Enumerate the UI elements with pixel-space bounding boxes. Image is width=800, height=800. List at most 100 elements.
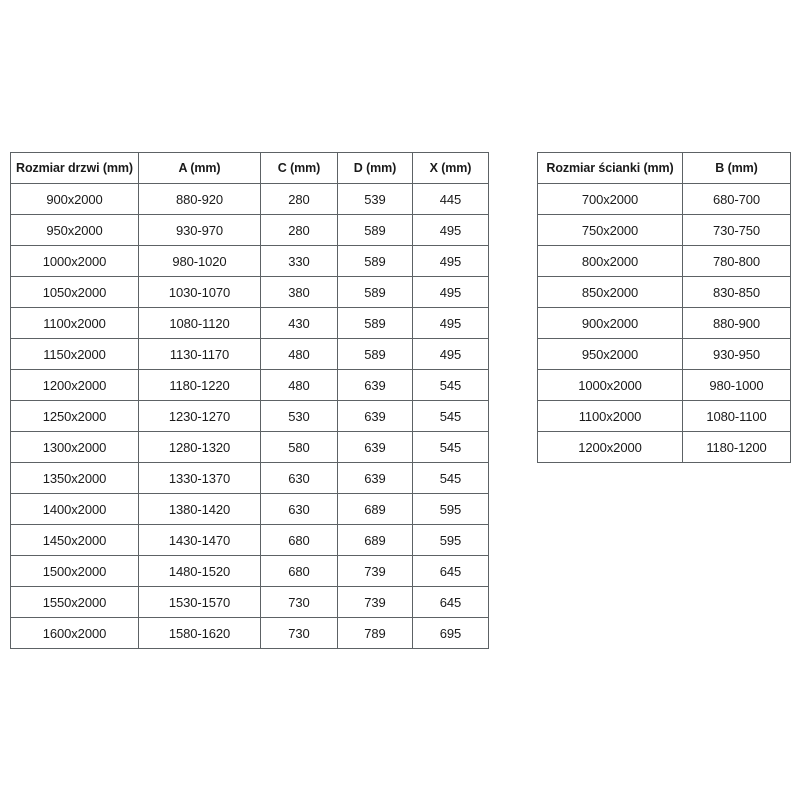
wall-panel-dimensions-table: Rozmiar ścianki (mm) B (mm) 700x2000 680… (537, 152, 791, 463)
cell-a: 1330-1370 (138, 462, 261, 494)
cell-size: 950x2000 (10, 214, 139, 246)
wall-table-header-row: Rozmiar ścianki (mm) B (mm) (537, 152, 791, 184)
cell-a: 1280-1320 (138, 431, 261, 463)
cell-d: 689 (337, 524, 413, 556)
cell-d: 589 (337, 338, 413, 370)
wall-col-header-size: Rozmiar ścianki (mm) (537, 152, 683, 184)
cell-c: 330 (260, 245, 338, 277)
doors-table-head: Rozmiar drzwi (mm) A (mm) C (mm) D (mm) … (10, 152, 489, 184)
cell-c: 730 (260, 586, 338, 618)
cell-size: 1600x2000 (10, 617, 139, 649)
cell-a: 1480-1520 (138, 555, 261, 587)
cell-size: 850x2000 (537, 276, 683, 308)
cell-size: 950x2000 (537, 338, 683, 370)
table-row: 1300x2000 1280-1320 580 639 545 (10, 431, 489, 463)
table-row: 800x2000 780-800 (537, 245, 791, 277)
cell-a: 1530-1570 (138, 586, 261, 618)
table-row: 1100x2000 1080-1120 430 589 495 (10, 307, 489, 339)
cell-c: 480 (260, 338, 338, 370)
cell-x: 545 (412, 431, 489, 463)
cell-c: 730 (260, 617, 338, 649)
cell-x: 545 (412, 462, 489, 494)
cell-d: 589 (337, 214, 413, 246)
cell-c: 680 (260, 524, 338, 556)
cell-x: 645 (412, 555, 489, 587)
cell-x: 445 (412, 183, 489, 215)
table-row: 1450x2000 1430-1470 680 689 595 (10, 524, 489, 556)
cell-size: 1150x2000 (10, 338, 139, 370)
cell-size: 1050x2000 (10, 276, 139, 308)
cell-c: 530 (260, 400, 338, 432)
table-row: 700x2000 680-700 (537, 183, 791, 215)
cell-b: 930-950 (682, 338, 791, 370)
table-row: 1150x2000 1130-1170 480 589 495 (10, 338, 489, 370)
cell-size: 1300x2000 (10, 431, 139, 463)
cell-c: 680 (260, 555, 338, 587)
cell-a: 980-1020 (138, 245, 261, 277)
cell-x: 495 (412, 214, 489, 246)
cell-size: 1100x2000 (10, 307, 139, 339)
cell-b: 830-850 (682, 276, 791, 308)
cell-d: 739 (337, 555, 413, 587)
table-row: 950x2000 930-950 (537, 338, 791, 370)
table-row: 1200x2000 1180-1200 (537, 431, 791, 463)
cell-size: 1000x2000 (537, 369, 683, 401)
cell-b: 1080-1100 (682, 400, 791, 432)
wall-table-head: Rozmiar ścianki (mm) B (mm) (537, 152, 791, 184)
cell-a: 1130-1170 (138, 338, 261, 370)
doors-col-header-c: C (mm) (260, 152, 338, 184)
cell-x: 595 (412, 493, 489, 525)
cell-x: 645 (412, 586, 489, 618)
cell-x: 495 (412, 307, 489, 339)
cell-size: 1250x2000 (10, 400, 139, 432)
cell-size: 1500x2000 (10, 555, 139, 587)
cell-d: 589 (337, 276, 413, 308)
doors-col-header-d: D (mm) (337, 152, 413, 184)
cell-a: 930-970 (138, 214, 261, 246)
table-row: 1100x2000 1080-1100 (537, 400, 791, 432)
cell-size: 1400x2000 (10, 493, 139, 525)
cell-d: 639 (337, 400, 413, 432)
doors-dimensions-table: Rozmiar drzwi (mm) A (mm) C (mm) D (mm) … (10, 152, 489, 649)
cell-x: 595 (412, 524, 489, 556)
cell-b: 780-800 (682, 245, 791, 277)
wall-table-body: 700x2000 680-700 750x2000 730-750 800x20… (537, 183, 791, 463)
table-row: 1400x2000 1380-1420 630 689 595 (10, 493, 489, 525)
cell-a: 1080-1120 (138, 307, 261, 339)
cell-a: 1380-1420 (138, 493, 261, 525)
cell-c: 480 (260, 369, 338, 401)
cell-size: 1550x2000 (10, 586, 139, 618)
cell-d: 589 (337, 307, 413, 339)
cell-d: 689 (337, 493, 413, 525)
cell-c: 280 (260, 214, 338, 246)
table-row: 1600x2000 1580-1620 730 789 695 (10, 617, 489, 649)
table-row: 950x2000 930-970 280 589 495 (10, 214, 489, 246)
table-row: 900x2000 880-920 280 539 445 (10, 183, 489, 215)
doors-col-header-size: Rozmiar drzwi (mm) (10, 152, 139, 184)
cell-x: 495 (412, 338, 489, 370)
cell-x: 545 (412, 400, 489, 432)
cell-d: 789 (337, 617, 413, 649)
cell-size: 1200x2000 (537, 431, 683, 463)
cell-size: 1200x2000 (10, 369, 139, 401)
cell-c: 280 (260, 183, 338, 215)
cell-c: 380 (260, 276, 338, 308)
table-row: 750x2000 730-750 (537, 214, 791, 246)
cell-d: 639 (337, 431, 413, 463)
cell-size: 900x2000 (537, 307, 683, 339)
cell-c: 630 (260, 493, 338, 525)
cell-x: 695 (412, 617, 489, 649)
cell-a: 880-920 (138, 183, 261, 215)
cell-b: 1180-1200 (682, 431, 791, 463)
cell-c: 430 (260, 307, 338, 339)
table-row: 1500x2000 1480-1520 680 739 645 (10, 555, 489, 587)
cell-size: 1000x2000 (10, 245, 139, 277)
cell-size: 1450x2000 (10, 524, 139, 556)
cell-x: 495 (412, 245, 489, 277)
cell-size: 750x2000 (537, 214, 683, 246)
cell-b: 880-900 (682, 307, 791, 339)
cell-size: 700x2000 (537, 183, 683, 215)
cell-size: 1100x2000 (537, 400, 683, 432)
table-row: 1250x2000 1230-1270 530 639 545 (10, 400, 489, 432)
